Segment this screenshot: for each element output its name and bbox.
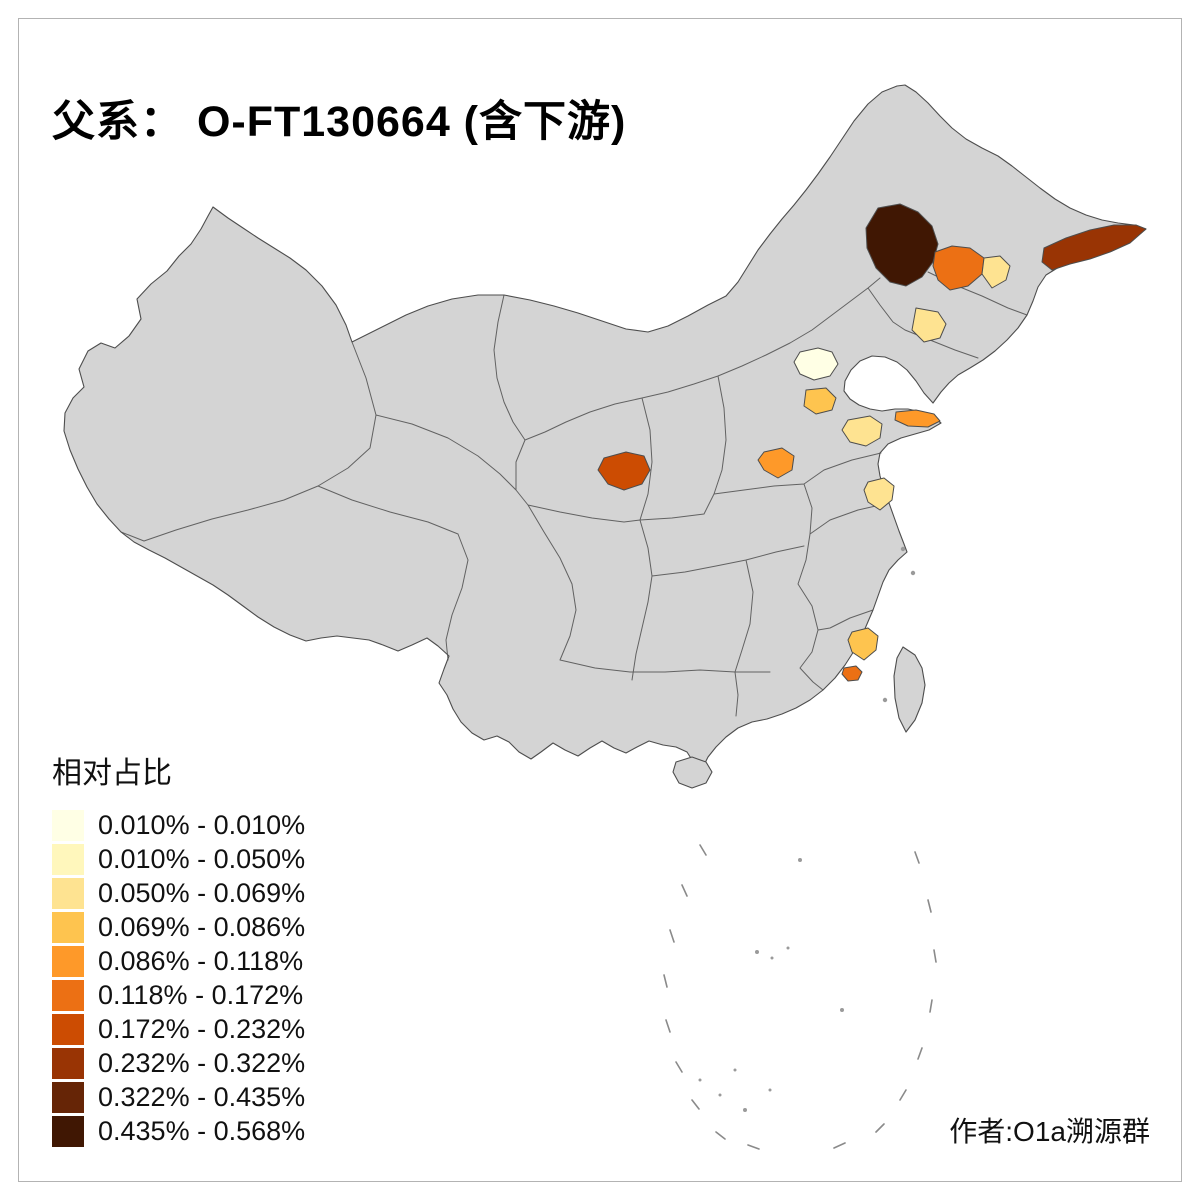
legend-title: 相对占比 (52, 757, 172, 790)
coastal-island (882, 697, 888, 703)
nine-dash-line (663, 844, 937, 1150)
legend-swatch (52, 1081, 84, 1113)
legend-row: 0.050% - 0.069% (52, 876, 305, 910)
province-borders (120, 271, 1028, 717)
legend-row: 0.010% - 0.050% (52, 842, 305, 876)
map-region (894, 409, 941, 428)
legend-swatch (52, 809, 84, 841)
coastal-island (900, 546, 906, 552)
legend-swatch (52, 1013, 84, 1045)
map-region (841, 665, 863, 682)
legend-swatch (52, 1115, 84, 1147)
legend-swatch (52, 911, 84, 943)
legend-swatch (52, 1047, 84, 1079)
legend-label: 0.118% - 0.172% (98, 979, 304, 1010)
legend-swatch (52, 979, 84, 1011)
map-region (863, 477, 895, 511)
map-region (865, 203, 939, 287)
legend-row: 0.435% - 0.568% (52, 1114, 305, 1148)
legend-label: 0.050% - 0.069% (98, 877, 306, 908)
map-region (911, 307, 947, 343)
legend-row: 0.322% - 0.435% (52, 1080, 305, 1114)
legend-label: 0.010% - 0.050% (98, 843, 306, 874)
legend-label: 0.086% - 0.118% (98, 945, 304, 976)
legend-row: 0.086% - 0.118% (52, 944, 305, 978)
map-region (847, 627, 879, 661)
legend-row: 0.118% - 0.172% (52, 978, 305, 1012)
hainan-island (672, 756, 713, 789)
map-region (981, 255, 1011, 289)
legend-row: 0.232% - 0.322% (52, 1046, 305, 1080)
page-title: 父系： O-FT130664 (含下游) (52, 97, 627, 146)
map-region (793, 347, 839, 381)
attribution: 作者:O1a溯源群 (949, 1116, 1150, 1147)
taiwan-island (893, 646, 926, 733)
legend-swatch (52, 843, 84, 875)
legend-row: 0.010% - 0.010% (52, 808, 305, 842)
legend-row: 0.172% - 0.232% (52, 1012, 305, 1046)
legend-swatch (52, 877, 84, 909)
sea-islets (698, 858, 844, 1112)
highlighted-regions (597, 203, 1147, 682)
map-region (757, 447, 795, 479)
legend-label: 0.322% - 0.435% (98, 1081, 306, 1112)
legend-label: 0.069% - 0.086% (98, 911, 306, 942)
legend-label: 0.010% - 0.010% (98, 809, 306, 840)
mainland-outline (63, 84, 1147, 775)
map-region (597, 451, 651, 491)
legend-row: 0.069% - 0.086% (52, 910, 305, 944)
map-region (841, 415, 883, 447)
legend-label: 0.172% - 0.232% (98, 1013, 306, 1044)
legend: 相对占比 0.010% - 0.010% 0.010% - 0.050% 0.0… (52, 748, 305, 1148)
legend-swatch (52, 945, 84, 977)
map-region (932, 245, 985, 291)
map-region (1041, 224, 1147, 271)
coastal-island (910, 570, 916, 576)
legend-label: 0.435% - 0.568% (98, 1115, 306, 1146)
legend-label: 0.232% - 0.322% (98, 1047, 306, 1078)
map-region (803, 387, 837, 415)
